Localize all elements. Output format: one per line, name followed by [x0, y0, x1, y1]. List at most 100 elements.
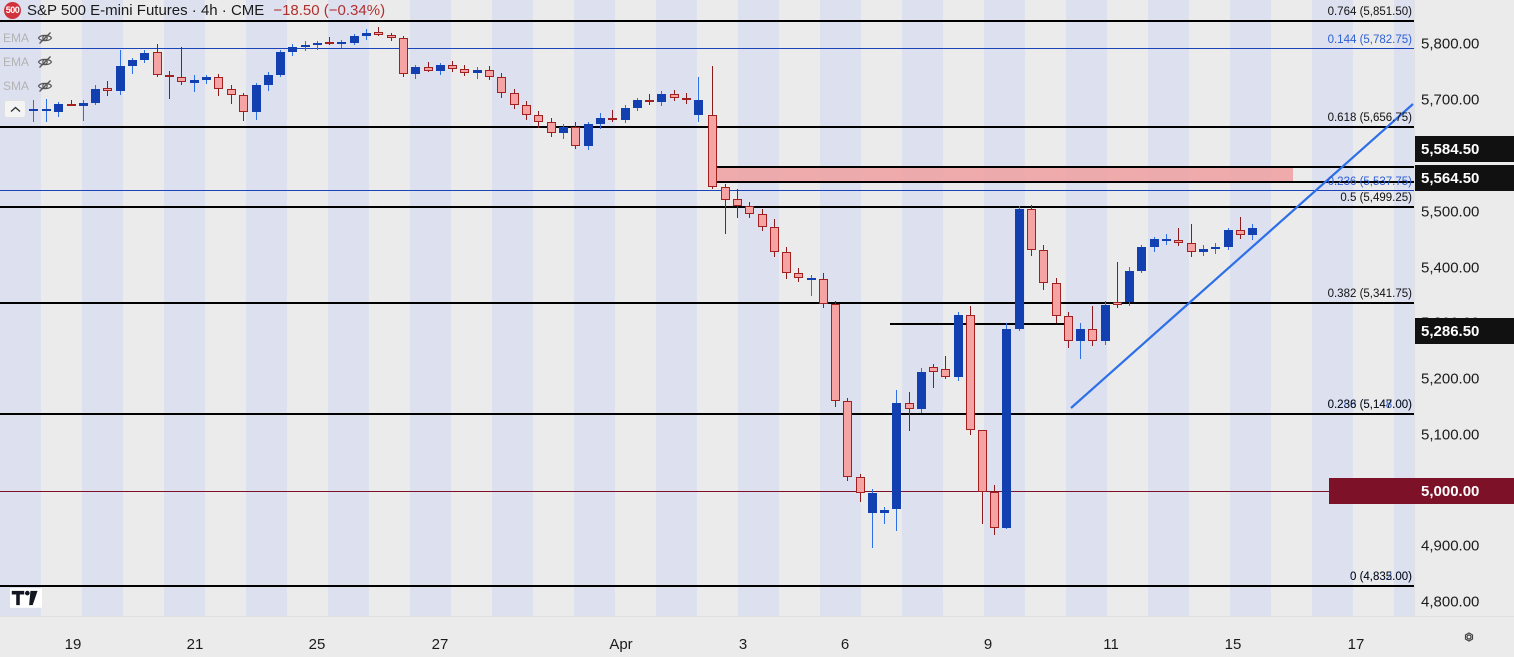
candle-wick	[698, 77, 699, 123]
candle-wick	[1191, 223, 1192, 258]
session-band	[164, 0, 205, 616]
candle-body	[521, 105, 531, 116]
candle-wick	[428, 61, 429, 72]
session-band	[1066, 0, 1107, 616]
candle-wick	[1080, 323, 1081, 359]
candle-body	[78, 103, 88, 107]
candle-body	[1075, 328, 1085, 341]
candle-wick	[378, 27, 379, 37]
fib-level-line[interactable]	[0, 190, 1414, 191]
legend-item-ema-1[interactable]: EMA	[0, 50, 55, 74]
candle-body	[720, 186, 730, 201]
eye-off-icon[interactable]	[35, 28, 55, 48]
fib-level-line[interactable]	[0, 126, 1414, 128]
price-axis-tick: 5,200.00	[1421, 370, 1480, 388]
candle-body	[1247, 228, 1257, 235]
candle-body	[965, 315, 975, 431]
candle-wick	[181, 46, 182, 86]
fib-level-line[interactable]	[0, 48, 1414, 49]
fib-level-label: 0.144 (5,782.75)	[1327, 34, 1412, 46]
candle-body	[484, 69, 494, 78]
fib-level-label: 0 (4,835.00)	[1349, 571, 1412, 583]
fib-level-line[interactable]	[0, 585, 1414, 587]
chart-header: 500 S&P 500 E-mini Futures · 4h · CME −1…	[0, 0, 385, 20]
legend-item-label: SMA	[3, 79, 30, 93]
candle-body	[757, 213, 767, 228]
candle-body	[681, 97, 691, 100]
fib-level-line[interactable]	[0, 302, 1414, 304]
symbol-title[interactable]: S&P 500 E-mini Futures · 4h · CME	[27, 1, 265, 19]
candle-body	[1136, 247, 1146, 271]
time-axis[interactable]: 19 21 25 27 Apr 3 6 9 11 15 17	[0, 616, 1514, 657]
candle-body	[781, 251, 791, 273]
time-axis-tick: 15	[1224, 636, 1242, 653]
eye-off-icon[interactable]	[35, 52, 55, 72]
candle-body	[459, 68, 469, 73]
candle-body	[1124, 270, 1134, 302]
candle-body	[818, 279, 828, 305]
candle-body	[472, 69, 482, 73]
time-axis-tick: 9	[983, 636, 993, 653]
candle-body	[953, 315, 963, 377]
candle-body	[977, 430, 987, 492]
candle-body	[164, 75, 174, 78]
candle-body	[855, 477, 865, 493]
session-band	[738, 0, 779, 616]
gear-icon[interactable]	[1460, 628, 1478, 646]
chart-plot-area[interactable]: 0.764 (5,851.50) 0.144 (5,782.75) 0.618 (5…	[0, 0, 1414, 616]
fib-level-label: 0 (4,832.00)	[1349, 571, 1412, 583]
candle-body	[423, 67, 433, 71]
candle-body	[410, 67, 420, 75]
candle-body	[989, 491, 999, 529]
time-axis-tick: 25	[308, 636, 326, 653]
supply-zone-rectangle[interactable]	[713, 167, 1293, 181]
candle-body	[509, 93, 519, 106]
candle-body	[732, 199, 742, 206]
candle-body	[28, 109, 38, 112]
fib-level-line[interactable]	[0, 20, 1414, 22]
range-rectangle[interactable]	[890, 323, 1070, 333]
session-band	[82, 0, 123, 616]
support-line-5000[interactable]	[0, 491, 1414, 492]
candle-body	[1210, 247, 1220, 250]
candle-body	[558, 126, 568, 134]
price-axis-tick: 5,400.00	[1421, 259, 1480, 277]
candle-body	[940, 368, 950, 377]
candle-body	[238, 95, 248, 113]
candle-body	[213, 77, 223, 89]
candle-body	[41, 108, 51, 111]
candle-body	[139, 52, 149, 60]
price-axis-tick: 5,700.00	[1421, 91, 1480, 109]
legend-item-sma-2[interactable]: SMA	[0, 74, 55, 98]
candle-body	[891, 403, 901, 510]
uptrend-line[interactable]	[1070, 103, 1414, 409]
fib-level-line[interactable]	[0, 413, 1414, 415]
trendline-drawing[interactable]	[0, 0, 1414, 616]
indicator-legend[interactable]: EMA EMA SMA	[0, 26, 55, 118]
price-axis[interactable]: 5,800.005,700.005,500.005,400.005,300.00…	[1329, 0, 1514, 616]
time-axis-tick: 21	[186, 636, 204, 653]
candle-wick	[909, 392, 910, 432]
candle-body	[693, 99, 703, 116]
candle-wick	[71, 99, 72, 107]
price-axis-tick: 4,900.00	[1421, 537, 1480, 555]
candle-wick	[169, 70, 170, 99]
fib-level-line[interactable]	[0, 206, 1414, 208]
candle-body	[1051, 282, 1061, 317]
candle-wick	[612, 109, 613, 123]
candle-body	[53, 104, 63, 112]
session-band	[1230, 0, 1271, 616]
eye-off-icon[interactable]	[35, 76, 55, 96]
candle-body	[607, 117, 617, 120]
legend-item-ema-0[interactable]: EMA	[0, 26, 55, 50]
candle-body	[769, 227, 779, 252]
time-axis-tick: 17	[1347, 636, 1365, 653]
candle-body	[1186, 242, 1196, 252]
candle-body	[707, 115, 717, 187]
candle-body	[90, 88, 100, 103]
chevron-up-icon[interactable]	[4, 100, 26, 118]
candle-body	[1038, 250, 1048, 283]
tradingview-logo-icon[interactable]	[10, 588, 42, 608]
symbol-logo-badge: 500	[4, 1, 21, 19]
